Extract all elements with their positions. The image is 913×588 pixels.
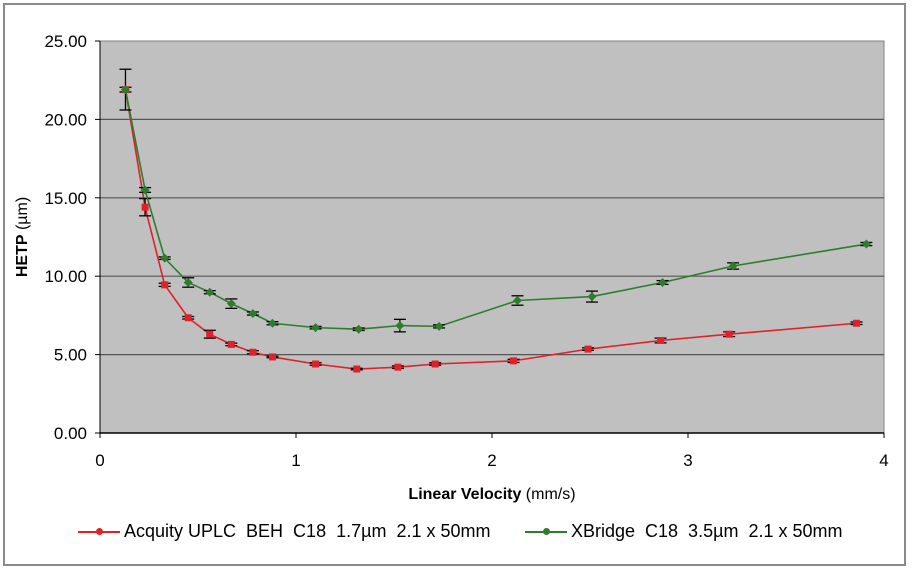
data-point-square-icon <box>853 319 861 327</box>
data-point-diamond-icon <box>205 287 215 297</box>
y-tick-labels: 0.00 5.00 10.00 15.00 20.00 25.00 <box>44 32 100 443</box>
data-point-square-icon <box>725 330 733 338</box>
data-point-diamond-icon <box>395 321 405 331</box>
data-point-diamond-icon <box>587 292 597 302</box>
data-point-square-icon <box>394 363 402 371</box>
legend-marker-green-diamond-icon <box>525 525 567 539</box>
x-tick-label: 2 <box>487 451 496 470</box>
legend-item-xbridge[interactable]: XBridge C18 3.5µm 2.1 x 50mm <box>525 521 843 542</box>
data-point-square-icon <box>161 281 169 289</box>
legend-label: XBridge C18 3.5µm 2.1 x 50mm <box>571 521 843 541</box>
data-point-diamond-icon <box>248 309 258 319</box>
data-point-diamond-icon <box>861 239 871 249</box>
plot-area <box>99 40 885 434</box>
data-point-square-icon <box>249 348 257 356</box>
gridlines <box>100 118 884 356</box>
legend-label: Acquity UPLC BEH C18 1.7µm 2.1 x 50mm <box>124 521 491 541</box>
y-axis-title-unit: (µm) <box>14 197 31 235</box>
legend-item-acquity[interactable]: Acquity UPLC BEH C18 1.7µm 2.1 x 50mm <box>78 521 491 542</box>
data-point-diamond-icon <box>226 299 236 309</box>
x-tick-label: 4 <box>879 451 888 470</box>
y-tick-label: 0.00 <box>54 424 87 443</box>
data-point-square-icon <box>268 353 276 361</box>
data-point-square-icon <box>141 203 149 211</box>
y-tick-label: 20.00 <box>44 110 87 129</box>
x-tick-label: 0 <box>95 451 104 470</box>
data-point-diamond-icon <box>183 277 193 287</box>
data-point-diamond-icon <box>728 261 738 271</box>
data-point-square-icon <box>184 314 192 322</box>
data-point-diamond-icon <box>160 253 170 263</box>
data-point-square-icon <box>312 360 320 368</box>
x-tick-label: 3 <box>683 451 692 470</box>
x-axis-title: Linear Velocity (mm/s) <box>408 486 575 503</box>
y-axis-title-main: HETP <box>14 234 31 277</box>
series-layer <box>119 68 873 373</box>
x-tick-label: 1 <box>291 451 300 470</box>
data-point-square-icon <box>353 365 361 373</box>
data-point-diamond-icon <box>512 296 522 306</box>
data-point-diamond-icon <box>434 321 444 331</box>
data-point-square-icon <box>431 360 439 368</box>
legend: Acquity UPLC BEH C18 1.7µm 2.1 x 50mm XB… <box>0 521 913 549</box>
y-axis-title: HETP (µm) <box>14 197 31 277</box>
legend-marker-red-square-icon <box>78 525 120 539</box>
x-tick-labels: 0 1 2 3 4 <box>95 433 889 470</box>
data-point-square-icon <box>584 345 592 353</box>
data-point-square-icon <box>510 357 518 365</box>
data-point-diamond-icon <box>311 323 321 333</box>
y-tick-label: 15.00 <box>44 189 87 208</box>
data-point-square-icon <box>206 330 214 338</box>
y-tick-label: 10.00 <box>44 267 87 286</box>
data-point-diamond-icon <box>354 324 364 334</box>
data-point-square-icon <box>227 340 235 348</box>
chart-svg: 0.00 5.00 10.00 15.00 20.00 25.00 0 1 2 3 4 Linea… <box>14 32 889 503</box>
series-1 <box>119 68 873 334</box>
data-point-diamond-icon <box>120 85 130 95</box>
data-point-diamond-icon <box>267 318 277 328</box>
x-axis-title-unit: (mm/s) <box>521 486 575 503</box>
data-point-diamond-icon <box>140 185 150 195</box>
data-point-diamond-icon <box>658 277 668 287</box>
y-tick-label: 25.00 <box>44 32 87 51</box>
y-tick-label: 5.00 <box>54 346 87 365</box>
data-point-square-icon <box>657 336 665 344</box>
x-axis-title-main: Linear Velocity <box>408 486 521 503</box>
